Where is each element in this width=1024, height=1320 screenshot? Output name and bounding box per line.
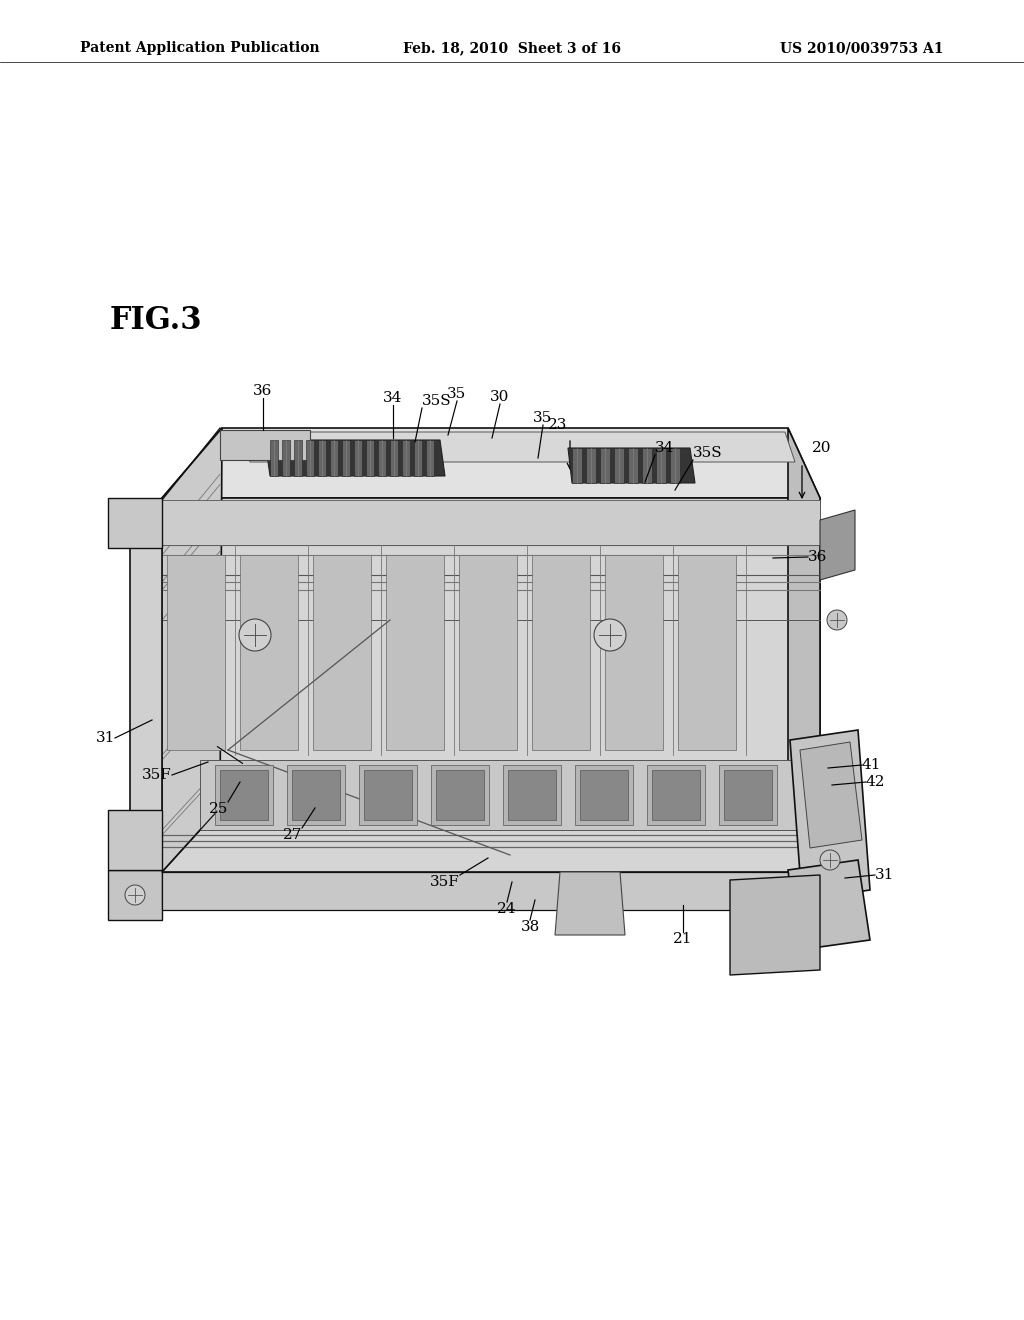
Polygon shape — [386, 554, 444, 750]
Text: 38: 38 — [520, 920, 540, 935]
Polygon shape — [402, 440, 410, 477]
Polygon shape — [568, 447, 695, 483]
Polygon shape — [724, 770, 772, 820]
Circle shape — [594, 619, 626, 651]
Polygon shape — [282, 440, 290, 477]
Polygon shape — [555, 873, 625, 935]
Text: 31: 31 — [95, 731, 115, 744]
Polygon shape — [436, 770, 484, 820]
Polygon shape — [390, 440, 398, 477]
Text: FIG.3: FIG.3 — [110, 305, 203, 337]
Polygon shape — [678, 554, 736, 750]
Polygon shape — [167, 554, 225, 750]
Polygon shape — [364, 770, 412, 820]
Polygon shape — [162, 500, 820, 545]
Text: 35F: 35F — [430, 875, 460, 888]
Text: 35: 35 — [447, 387, 467, 401]
Polygon shape — [647, 766, 705, 825]
Polygon shape — [670, 447, 680, 483]
Text: Patent Application Publication: Patent Application Publication — [80, 41, 319, 55]
Text: 42: 42 — [866, 775, 886, 789]
Polygon shape — [586, 447, 596, 483]
Polygon shape — [200, 760, 820, 830]
Polygon shape — [294, 440, 302, 477]
Polygon shape — [265, 440, 445, 477]
Polygon shape — [162, 428, 820, 498]
Polygon shape — [820, 510, 855, 579]
Polygon shape — [108, 498, 162, 548]
Polygon shape — [532, 554, 590, 750]
Polygon shape — [215, 766, 273, 825]
Polygon shape — [162, 428, 222, 873]
Polygon shape — [287, 766, 345, 825]
Text: 36: 36 — [253, 384, 272, 399]
Text: 35F: 35F — [142, 768, 172, 781]
Text: 21: 21 — [673, 932, 693, 946]
Text: 35: 35 — [534, 411, 553, 425]
Polygon shape — [220, 430, 310, 459]
Polygon shape — [426, 440, 434, 477]
Polygon shape — [318, 440, 326, 477]
Polygon shape — [503, 766, 561, 825]
Polygon shape — [652, 770, 700, 820]
Polygon shape — [580, 770, 628, 820]
Polygon shape — [270, 440, 278, 477]
Circle shape — [820, 850, 840, 870]
Polygon shape — [130, 500, 162, 870]
Polygon shape — [220, 770, 268, 820]
Text: 30: 30 — [490, 389, 510, 404]
Text: 41: 41 — [862, 758, 882, 772]
Text: 27: 27 — [283, 828, 302, 842]
Polygon shape — [642, 447, 652, 483]
Text: 34: 34 — [655, 441, 675, 455]
Circle shape — [827, 610, 847, 630]
Polygon shape — [108, 810, 162, 870]
Polygon shape — [162, 498, 820, 873]
Polygon shape — [508, 770, 556, 820]
Polygon shape — [788, 428, 820, 873]
Polygon shape — [354, 440, 362, 477]
Text: 35S: 35S — [693, 446, 723, 459]
Text: Feb. 18, 2010  Sheet 3 of 16: Feb. 18, 2010 Sheet 3 of 16 — [403, 41, 621, 55]
Polygon shape — [719, 766, 777, 825]
Polygon shape — [414, 440, 422, 477]
Polygon shape — [600, 447, 610, 483]
Text: 20: 20 — [812, 441, 831, 455]
Polygon shape — [306, 440, 314, 477]
Polygon shape — [605, 554, 663, 750]
Polygon shape — [330, 440, 338, 477]
Polygon shape — [572, 447, 582, 483]
Polygon shape — [292, 770, 340, 820]
Text: 24: 24 — [498, 902, 517, 916]
Polygon shape — [108, 870, 162, 920]
Polygon shape — [359, 766, 417, 825]
Polygon shape — [730, 875, 820, 975]
Text: 23: 23 — [548, 418, 567, 432]
Polygon shape — [788, 861, 870, 950]
Polygon shape — [800, 742, 862, 847]
Polygon shape — [431, 766, 489, 825]
Polygon shape — [342, 440, 350, 477]
Polygon shape — [575, 766, 633, 825]
Text: 36: 36 — [808, 550, 827, 564]
Polygon shape — [459, 554, 517, 750]
Polygon shape — [628, 447, 638, 483]
Polygon shape — [656, 447, 666, 483]
Text: 25: 25 — [209, 803, 228, 816]
Polygon shape — [614, 447, 624, 483]
Polygon shape — [790, 730, 870, 900]
Circle shape — [125, 884, 145, 906]
Text: 35S: 35S — [422, 393, 452, 408]
Text: US 2010/0039753 A1: US 2010/0039753 A1 — [780, 41, 944, 55]
Polygon shape — [313, 554, 371, 750]
Polygon shape — [378, 440, 386, 477]
Polygon shape — [240, 432, 795, 462]
Text: 34: 34 — [383, 391, 402, 405]
Circle shape — [239, 619, 271, 651]
Text: 31: 31 — [874, 869, 894, 882]
Polygon shape — [366, 440, 374, 477]
Polygon shape — [162, 873, 820, 909]
Polygon shape — [240, 554, 298, 750]
